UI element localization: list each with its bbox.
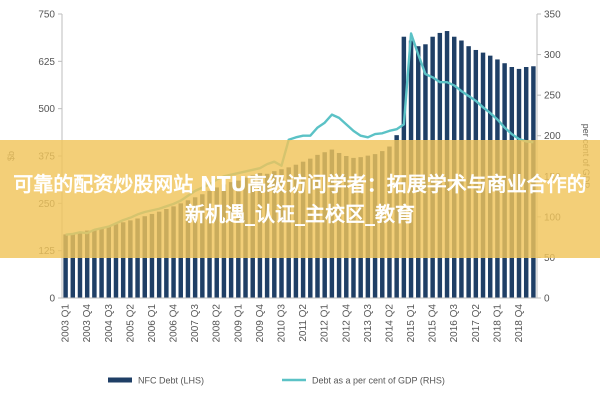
x-tick-label: 2017 Q2 xyxy=(471,304,482,343)
right-tick-label: 250 xyxy=(544,91,561,102)
right-tick-label: 50 xyxy=(544,253,556,264)
bar xyxy=(92,229,97,298)
x-tick-label: 2004 Q3 xyxy=(104,304,115,343)
x-tick-label: 2018 Q1 xyxy=(492,304,503,343)
promo-banner-text: 可靠的配资炒股网站 NTU高级访问学者：拓展学术与商业合作的新机遇_认证_主校区… xyxy=(13,172,587,226)
right-tick-label: 200 xyxy=(544,131,561,142)
x-tick-label: 2012 Q4 xyxy=(341,304,352,343)
bar xyxy=(106,226,112,298)
x-tick-label: 2018 Q4 xyxy=(514,304,525,343)
x-tick-label: 2015 Q4 xyxy=(428,304,439,343)
left-tick-label: 625 xyxy=(38,57,55,68)
legend-label-nfc-debt: NFC Debt (LHS) xyxy=(138,376,204,386)
x-tick-label: 2003 Q1 xyxy=(61,304,72,343)
x-tick-label: 2011 Q2 xyxy=(298,304,309,342)
x-tick-label: 2014 Q2 xyxy=(384,304,395,343)
right-tick-label: 300 xyxy=(544,50,561,61)
right-tick-label: 350 xyxy=(544,10,561,21)
x-tick-label: 2012 Q1 xyxy=(320,304,331,343)
bar xyxy=(113,224,119,298)
x-tick-label: 2006 Q4 xyxy=(169,304,180,343)
bar xyxy=(99,227,104,298)
x-tick-label: 2015 Q1 xyxy=(406,304,417,343)
x-tick-label: 2016 Q3 xyxy=(449,304,460,343)
bar xyxy=(63,234,68,298)
bar xyxy=(70,233,76,298)
x-tick-label: 2009 Q1 xyxy=(233,304,244,343)
x-tick-label: 2009 Q4 xyxy=(255,304,266,343)
x-tick-label: 2008 Q2 xyxy=(212,304,223,343)
x-tick-label: 2006 Q1 xyxy=(147,304,158,343)
x-tick-label: 2005 Q2 xyxy=(125,304,136,343)
x-tick-label: 2010 Q3 xyxy=(277,304,288,343)
left-tick-label: 0 xyxy=(49,294,55,305)
bar xyxy=(77,232,83,298)
legend: NFC Debt (LHS) Debt as a per cent of GDP … xyxy=(108,376,445,386)
x-tick-label: 2013 Q3 xyxy=(363,304,374,343)
bar xyxy=(135,218,140,298)
bar xyxy=(84,230,90,298)
promo-banner-overlay[interactable]: 可靠的配资炒股网站 NTU高级访问学者：拓展学术与商业合作的新机遇_认证_主校区… xyxy=(0,140,600,258)
x-tick-label: 2007 Q3 xyxy=(190,304,201,343)
bar xyxy=(120,222,126,298)
right-tick-label: 0 xyxy=(544,294,550,305)
x-tick-label: 2003 Q4 xyxy=(82,304,93,343)
legend-label-debt-gdp: Debt as a per cent of GDP (RHS) xyxy=(312,376,445,386)
left-tick-label: 500 xyxy=(38,104,55,115)
left-tick-label: 750 xyxy=(38,10,55,21)
bar xyxy=(128,220,133,298)
